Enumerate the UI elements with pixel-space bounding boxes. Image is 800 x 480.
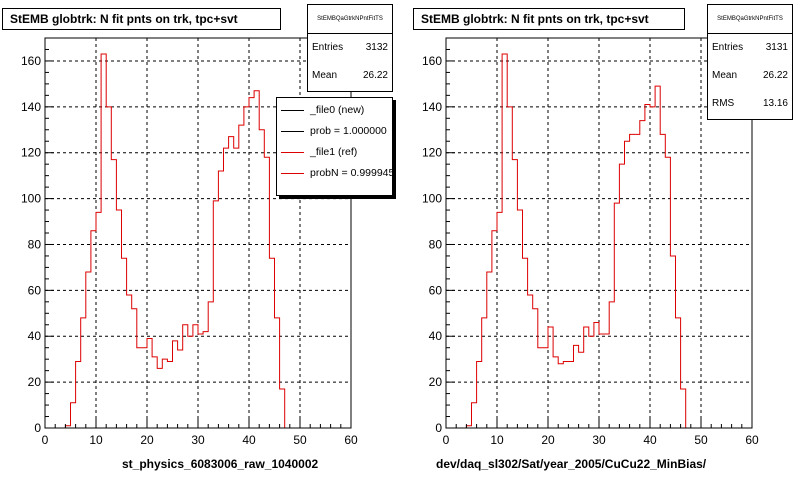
y-tick-label: 120: [21, 146, 41, 160]
stats-value: 3132: [365, 42, 388, 53]
x-tick-label: 20: [541, 433, 555, 447]
x-tick-label: 50: [694, 433, 708, 447]
legend-label: probN = 0.999945: [310, 167, 393, 179]
legend-entry-ref: _file1 (ref): [277, 142, 392, 163]
x-tick-label: 50: [293, 433, 307, 447]
legend-entry-prob: prob = 1.000000: [277, 121, 392, 142]
y-tick-label: 20: [429, 375, 443, 389]
stats-row-entries: Entries 3131: [708, 34, 792, 62]
y-tick-label: 20: [28, 375, 42, 389]
legend-entry-new: _file0 (new): [277, 100, 392, 121]
legend-label: _file1 (ref): [310, 146, 358, 158]
legend-label: prob = 1.000000: [310, 125, 387, 137]
y-tick-label: 120: [422, 146, 442, 160]
stats-label: Entries: [312, 42, 344, 53]
stats-label: Mean: [312, 70, 338, 81]
left-x-axis-title: st_physics_6083006_raw_1040002: [122, 457, 319, 471]
y-tick-label: 80: [28, 237, 42, 251]
y-tick-label: 0: [435, 421, 442, 435]
x-tick-label: 40: [242, 433, 256, 447]
left-stats-box: StEMBQaGtrkNPntFitTS Entries 3132 Mean 2…: [307, 4, 393, 92]
x-tick-label: 0: [42, 433, 49, 447]
y-tick-label: 60: [429, 283, 443, 297]
x-tick-label: 60: [745, 433, 759, 447]
y-tick-label: 100: [422, 192, 442, 206]
y-tick-label: 140: [422, 100, 442, 114]
stats-name: StEMBQaGtrkNPntFitTS: [708, 5, 792, 34]
y-tick-label: 60: [28, 283, 42, 297]
stats-row-rms: RMS 13.16: [708, 90, 792, 118]
legend-swatch: [281, 131, 304, 132]
x-tick-label: 0: [443, 433, 450, 447]
right-x-axis-title: dev/daq_sl302/Sat/year_2005/CuCu22_MinBi…: [436, 457, 707, 471]
stats-value: 26.22: [762, 70, 788, 81]
y-tick-label: 160: [21, 54, 41, 68]
x-tick-label: 20: [140, 433, 154, 447]
y-tick-label: 160: [422, 54, 442, 68]
stats-name: StEMBQaGtrkNPntFitTS: [308, 5, 392, 34]
left-legend: _file0 (new) prob = 1.000000 _file1 (ref…: [276, 97, 393, 196]
faint-footer-smudge: [2, 466, 162, 476]
right-histogram-panel: 0 10 20 30 40 50 60 0 20 40 60 80 100 120 140 160: [422, 37, 759, 447]
y-tick-label: 140: [21, 100, 41, 114]
left-chart-title: StEMB globtrk: N fit pnts on trk, tpc+sv…: [2, 8, 281, 30]
legend-swatch: [281, 173, 304, 174]
histogram-series-line: [446, 53, 752, 429]
y-tick-label: 40: [28, 329, 42, 343]
legend-label: _file0 (new): [310, 104, 365, 116]
stats-row-mean: Mean 26.22: [708, 62, 792, 90]
stats-row-mean: Mean 26.22: [308, 62, 392, 90]
legend-swatch: [281, 110, 304, 111]
histogram-series-line: [45, 53, 351, 429]
stats-value: 13.16: [762, 98, 788, 109]
stats-label: Mean: [712, 70, 738, 81]
right-stats-box: StEMBQaGtrkNPntFitTS Entries 3131 Mean 2…: [707, 4, 793, 120]
x-tick-label: 30: [592, 433, 606, 447]
x-tick-label: 10: [89, 433, 103, 447]
stats-value: 3131: [765, 42, 788, 53]
right-chart-title: StEMB globtrk: N fit pnts on trk, tpc+sv…: [413, 8, 685, 30]
legend-swatch: [281, 152, 304, 153]
x-tick-label: 40: [643, 433, 657, 447]
stats-label: RMS: [712, 98, 735, 109]
stats-label: Entries: [712, 42, 744, 53]
y-tick-label: 80: [429, 237, 443, 251]
y-tick-label: 0: [34, 421, 41, 435]
x-tick-label: 60: [344, 433, 358, 447]
x-tick-label: 10: [490, 433, 504, 447]
x-tick-label: 30: [191, 433, 205, 447]
y-tick-label: 100: [21, 192, 41, 206]
legend-entry-probn: probN = 0.999945: [277, 163, 392, 184]
y-tick-label: 40: [429, 329, 443, 343]
stats-value: 26.22: [362, 70, 388, 81]
stats-row-entries: Entries 3132: [308, 34, 392, 62]
